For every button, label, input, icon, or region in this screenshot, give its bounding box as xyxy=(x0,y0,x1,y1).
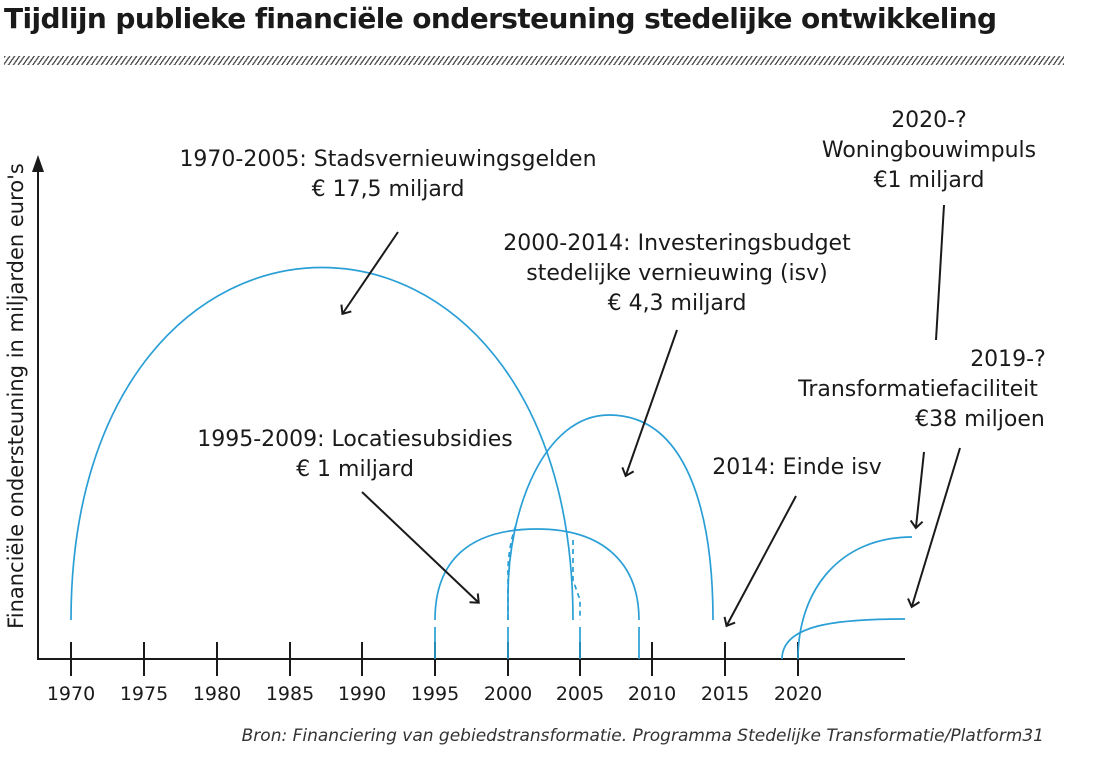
label-transfo-period: 2019-? xyxy=(970,347,1046,372)
page-title: Tijdlijn publieke financiële ondersteuni… xyxy=(4,2,997,35)
tick-label-2015: 2015 xyxy=(701,683,749,705)
tick-label-1975: 1975 xyxy=(120,683,168,705)
label-isv-name: stedelijke vernieuwing (isv) xyxy=(526,261,827,286)
tick-label-2010: 2010 xyxy=(628,683,676,705)
label-woning-name: Woningbouwimpuls xyxy=(822,138,1036,163)
tick-label-1970: 1970 xyxy=(47,683,95,705)
arrow-einde xyxy=(723,495,797,628)
tick-label-1980: 1980 xyxy=(193,683,241,705)
arrow-isv xyxy=(621,329,678,478)
label-transfo-amount: €38 miljoen xyxy=(915,407,1045,432)
arc-stads-dashed xyxy=(572,540,581,620)
tick-label-1985: 1985 xyxy=(266,683,314,705)
y-axis-arrow xyxy=(32,155,44,172)
label-locatie-period: 1995-2009: Locatiesubsidies xyxy=(197,427,513,452)
tick-label-1995: 1995 xyxy=(411,683,459,705)
label-isv-amount: € 4,3 miljard xyxy=(608,291,747,316)
label-transfo-name: Transformatiefaciliteit xyxy=(797,377,1038,402)
label-woning-amount: €1 miljard xyxy=(874,168,985,193)
arc-woningbouwimpuls xyxy=(797,536,913,660)
arrow-woning-line xyxy=(935,204,945,341)
label-stads-amount: € 17,5 miljard xyxy=(312,177,465,202)
label-locatie-amount: € 1 miljard xyxy=(296,457,414,482)
arrow-woning xyxy=(909,451,925,530)
arc-locatiesubsidies xyxy=(434,528,640,621)
arc-stadsvernieuwing xyxy=(70,266,574,621)
label-einde-isv: 2014: Einde isv xyxy=(712,455,881,480)
label-isv-period: 2000-2014: Investeringsbudget xyxy=(503,231,851,256)
arrow-locatie xyxy=(361,491,480,604)
tick-label-2000: 2000 xyxy=(484,683,532,705)
arrow-stads xyxy=(340,231,399,316)
label-woning-period: 2020-? xyxy=(891,108,967,133)
y-axis-label: Financiële ondersteuning in miljarden eu… xyxy=(4,163,28,629)
source-note: Bron: Financiering van gebiedstransforma… xyxy=(241,726,1044,746)
arc-isv xyxy=(507,414,714,621)
title-divider xyxy=(4,56,1064,65)
tick-label-1990: 1990 xyxy=(338,683,386,705)
tick-label-2005: 2005 xyxy=(556,683,604,705)
label-stads-period: 1970-2005: Stadsvernieuwingsgelden xyxy=(179,147,596,172)
tick-label-2020: 2020 xyxy=(774,683,822,705)
arc-isv-dashed xyxy=(507,524,517,620)
arc-transformatiefaciliteit xyxy=(781,618,906,660)
arrow-transfo xyxy=(907,447,961,609)
